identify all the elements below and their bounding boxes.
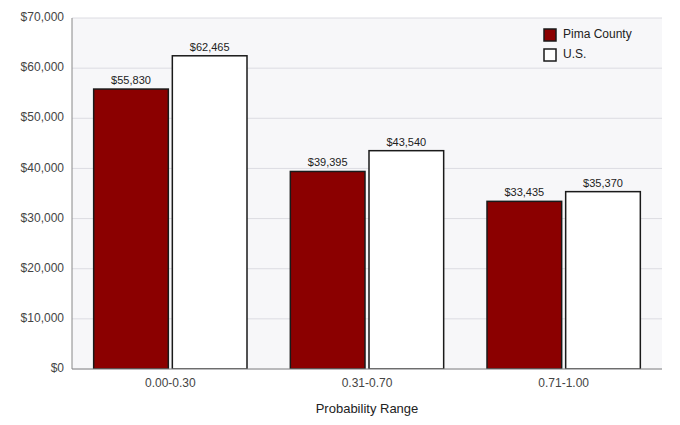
- bar: [566, 192, 641, 369]
- grid-line: [72, 18, 662, 19]
- bar: [94, 89, 169, 369]
- y-axis-line: [72, 18, 73, 369]
- y-tick-label: $60,000: [21, 60, 65, 74]
- y-tick-label: $20,000: [21, 261, 65, 275]
- data-label: $39,395: [308, 156, 348, 168]
- x-tick-label: 0.00-0.30: [145, 376, 196, 390]
- legend: Pima County U.S.: [544, 27, 632, 61]
- y-tick-label: $50,000: [21, 110, 65, 124]
- legend-label: Pima County: [563, 27, 632, 41]
- grid-line: [72, 68, 662, 69]
- x-tick-label: 0.31-0.70: [342, 376, 393, 390]
- data-label: $43,540: [386, 136, 426, 148]
- data-label: $33,435: [504, 186, 544, 198]
- y-tick-label: $40,000: [21, 161, 65, 175]
- bars: [94, 56, 641, 369]
- x-axis-line: [72, 369, 662, 370]
- y-tick-label: $30,000: [21, 211, 65, 225]
- grid-line: [72, 369, 662, 370]
- bar: [369, 151, 444, 369]
- legend-label: U.S.: [563, 47, 586, 61]
- chart: $0 $10,000 $20,000 $30,000 $40,000 $50,000 $60…: [0, 0, 680, 425]
- plot-area: [72, 18, 662, 369]
- data-labels: $55,830 $39,395 $33,435 $62,465 $43,540 $35,3…: [111, 41, 623, 199]
- legend-swatch: [544, 49, 556, 61]
- bar: [487, 201, 562, 369]
- data-label: $62,465: [190, 41, 230, 53]
- legend-swatch: [544, 29, 556, 41]
- x-tick-label: 0.71-1.00: [538, 376, 589, 390]
- y-tick-label: $10,000: [21, 311, 65, 325]
- data-label: $35,370: [583, 177, 623, 189]
- x-axis-label: Probability Range: [316, 401, 419, 416]
- y-tick-label: $70,000: [21, 10, 65, 24]
- y-tick-label: $0: [51, 361, 65, 375]
- bar: [290, 171, 365, 369]
- bar: [172, 56, 247, 369]
- data-label: $55,830: [111, 74, 151, 86]
